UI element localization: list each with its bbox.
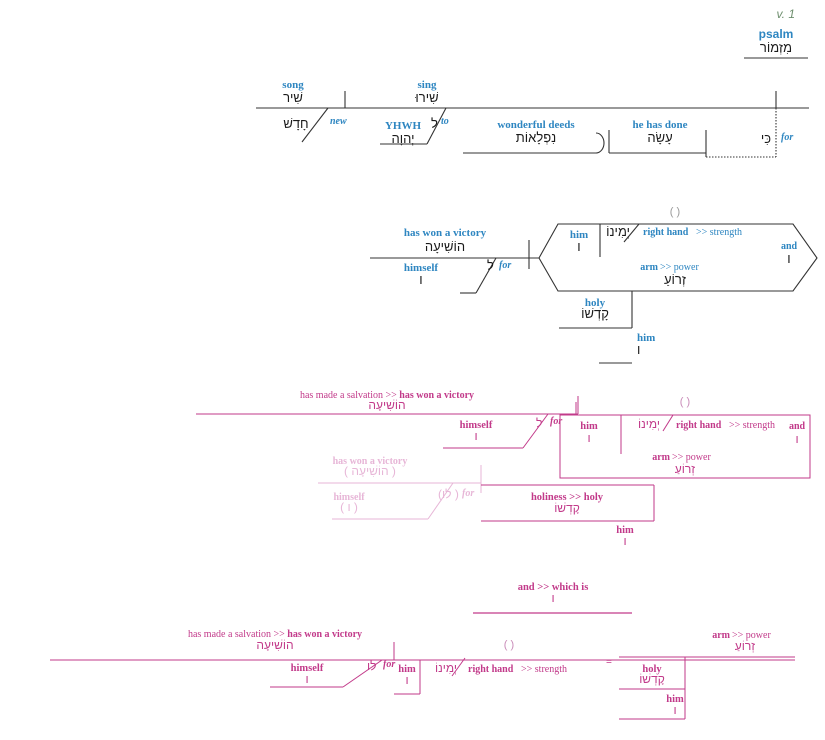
- svg-text:קָדְשׁוֹ: קָדְשׁוֹ: [554, 501, 580, 515]
- svg-text:חָדָשׁ: חָדָשׁ: [283, 116, 308, 131]
- svg-text:and: and: [789, 421, 806, 432]
- svg-text:arm: arm: [712, 630, 730, 641]
- svg-text:( הוֹשִׁיעָה ): ( הוֹשִׁיעָה ): [344, 464, 396, 478]
- svg-text:נִפְלָאוֹת: נִפְלָאוֹת: [516, 130, 556, 145]
- svg-text:( ): ( ): [504, 639, 514, 651]
- svg-text:ו: ו: [637, 342, 640, 357]
- svg-text:>> strength: >> strength: [696, 227, 742, 238]
- svg-text:ו: ו: [405, 673, 408, 687]
- svg-text:>> strength: >> strength: [729, 420, 775, 431]
- svg-text:ו: ו: [474, 429, 477, 443]
- svg-text:קָדְשׁוֹ: קָדְשׁוֹ: [639, 672, 665, 686]
- svg-text:לו: לו: [367, 659, 376, 673]
- svg-text:ו: ו: [419, 272, 422, 287]
- svg-text:right hand: right hand: [643, 227, 689, 238]
- svg-text:ל: ל: [431, 116, 438, 131]
- svg-text:ו: ו: [551, 591, 554, 605]
- svg-text:יְהוָה: יְהוָה: [392, 131, 415, 146]
- svg-text:ל: ל: [487, 258, 494, 273]
- svg-text:arm: arm: [652, 452, 670, 463]
- svg-text:=: =: [606, 657, 612, 668]
- svg-text:>> strength: >> strength: [521, 664, 567, 675]
- svg-text:הוֹשִׁיעָה: הוֹשִׁיעָה: [256, 638, 293, 652]
- svg-text:ו: ו: [787, 251, 790, 266]
- svg-text:זְרוֹעַ: זְרוֹעַ: [664, 272, 687, 287]
- svg-text:עָשָׂה: עָשָׂה: [647, 130, 672, 145]
- svg-text:ו: ו: [623, 534, 626, 548]
- svg-text:זְרוֹעַ: זְרוֹעַ: [735, 639, 756, 653]
- svg-text:psalm: psalm: [759, 27, 794, 41]
- svg-text:right hand: right hand: [468, 664, 514, 675]
- svg-text:שִׁיר: שִׁיר: [283, 90, 303, 105]
- svg-text:קָדְשׁוֹ: קָדְשׁוֹ: [581, 306, 609, 321]
- svg-text:(לו ): (לו ): [438, 487, 459, 501]
- svg-text:שִׁירוּ: שִׁירוּ: [414, 90, 438, 105]
- svg-text:יְמִינוֹ: יְמִינוֹ: [638, 417, 660, 431]
- svg-text:for: for: [499, 260, 511, 271]
- svg-text:arm: arm: [640, 262, 658, 273]
- svg-text:הוֹשִׁיעָה: הוֹשִׁיעָה: [368, 398, 405, 412]
- svg-text:ו: ו: [587, 431, 590, 445]
- svg-text:( ו ): ( ו ): [340, 500, 358, 514]
- svg-text:ו: ו: [305, 672, 308, 686]
- svg-text:to: to: [441, 116, 449, 127]
- svg-text:זְרוֹעַ: זְרוֹעַ: [675, 462, 696, 476]
- svg-text:יְמִינוֹ: יְמִינוֹ: [606, 224, 630, 239]
- svg-text:הוֹשִׁיעָה: הוֹשִׁיעָה: [425, 239, 465, 254]
- svg-text:( ): ( ): [680, 396, 690, 408]
- svg-text:ו: ו: [577, 239, 580, 254]
- svg-text:ו: ו: [673, 703, 676, 717]
- svg-text:מִזְמוֹר: מִזְמוֹר: [760, 40, 792, 55]
- svg-text:new: new: [330, 116, 347, 127]
- svg-text:v. 1: v. 1: [777, 7, 795, 21]
- svg-text:כִּי: כִּי: [761, 131, 771, 146]
- svg-text:right hand: right hand: [676, 420, 722, 431]
- svg-text:has won a victory: has won a victory: [404, 227, 487, 239]
- svg-text:ל: ל: [536, 416, 542, 430]
- svg-text:for: for: [462, 488, 474, 499]
- svg-text:ו: ו: [795, 432, 798, 446]
- svg-text:for: for: [383, 659, 395, 670]
- svg-text:( ): ( ): [670, 206, 680, 218]
- svg-text:for: for: [781, 132, 793, 143]
